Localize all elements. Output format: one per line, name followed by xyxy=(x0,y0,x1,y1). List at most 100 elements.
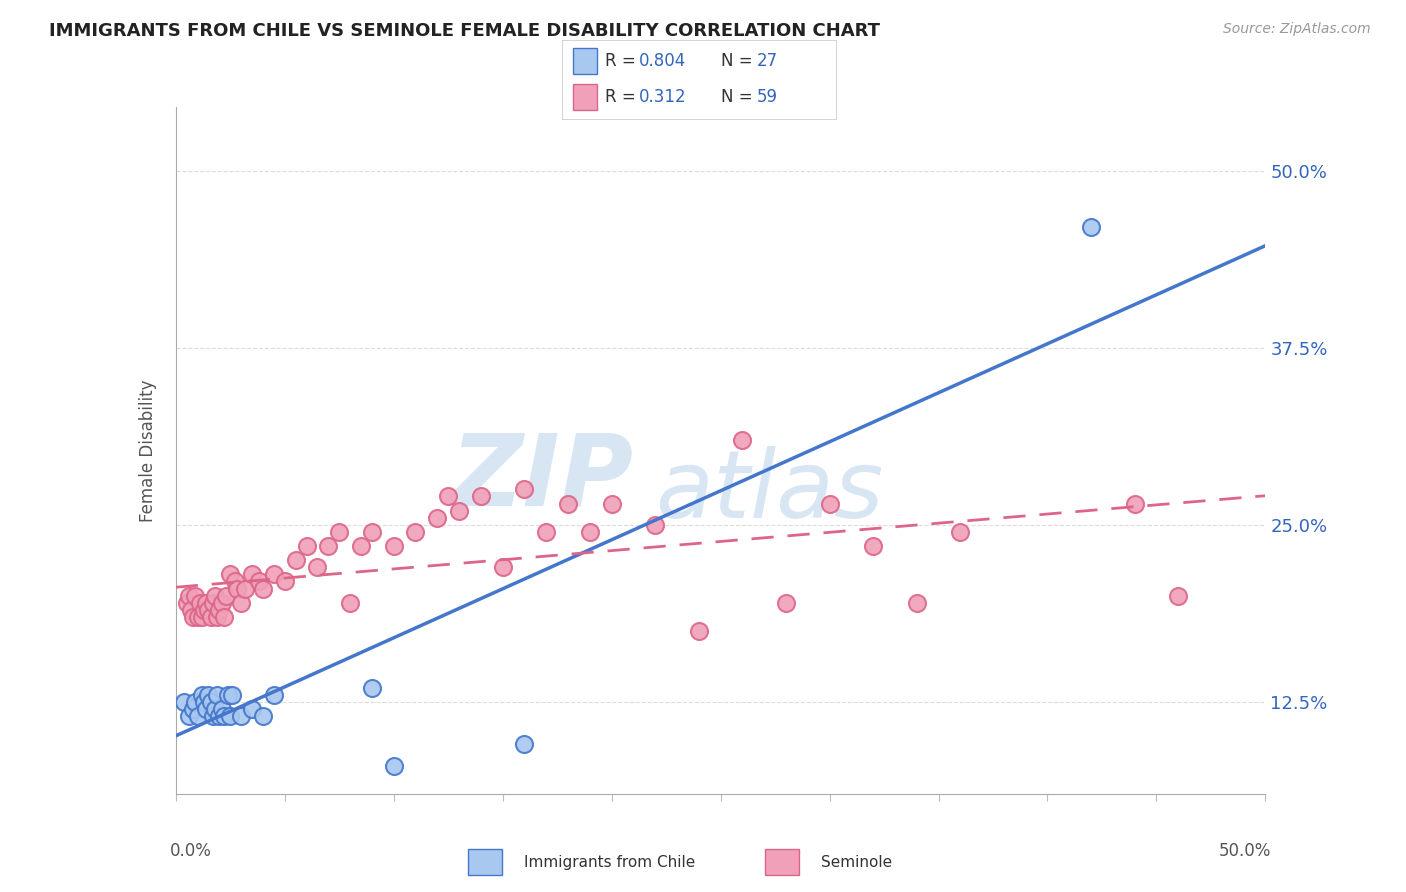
Point xyxy=(177,709,200,723)
Point xyxy=(382,758,405,772)
Point xyxy=(328,524,350,539)
Point xyxy=(186,610,209,624)
Point xyxy=(949,524,972,539)
Point xyxy=(211,596,233,610)
Point xyxy=(177,589,200,603)
Point xyxy=(197,688,219,702)
Point xyxy=(181,702,204,716)
Point xyxy=(208,603,231,617)
Point xyxy=(405,524,427,539)
Point xyxy=(437,490,460,504)
Point xyxy=(191,610,214,624)
Text: N =: N = xyxy=(721,88,758,106)
Point xyxy=(513,737,536,751)
Text: 59: 59 xyxy=(756,88,778,106)
Point xyxy=(240,567,263,582)
Point xyxy=(307,560,329,574)
Point xyxy=(219,709,242,723)
Point xyxy=(360,681,382,695)
Point xyxy=(204,702,226,716)
Bar xyxy=(574,85,596,111)
Point xyxy=(195,596,218,610)
Point xyxy=(217,688,239,702)
Point xyxy=(204,589,226,603)
Point xyxy=(284,553,307,567)
Point xyxy=(200,610,222,624)
Text: 50.0%: 50.0% xyxy=(1219,842,1271,860)
Bar xyxy=(468,849,502,875)
Point xyxy=(492,560,515,574)
Point xyxy=(818,497,841,511)
Point xyxy=(600,497,623,511)
Point xyxy=(470,490,492,504)
Point xyxy=(200,695,222,709)
Point xyxy=(186,709,209,723)
Text: 27: 27 xyxy=(756,52,778,70)
Point xyxy=(426,510,449,524)
Point xyxy=(1167,589,1189,603)
Bar xyxy=(574,48,596,74)
Point xyxy=(534,524,557,539)
Point xyxy=(212,610,235,624)
Point xyxy=(339,596,361,610)
Point xyxy=(360,524,382,539)
Point xyxy=(173,695,195,709)
Point xyxy=(350,539,373,553)
Point xyxy=(205,688,228,702)
Point xyxy=(201,709,224,723)
Point xyxy=(195,702,218,716)
Point xyxy=(181,610,204,624)
Point xyxy=(212,709,235,723)
Text: Seminole: Seminole xyxy=(821,855,891,870)
Point xyxy=(1080,220,1102,235)
Text: ZIP: ZIP xyxy=(450,429,633,526)
Point xyxy=(579,524,602,539)
Point xyxy=(731,433,754,447)
Text: IMMIGRANTS FROM CHILE VS SEMINOLE FEMALE DISABILITY CORRELATION CHART: IMMIGRANTS FROM CHILE VS SEMINOLE FEMALE… xyxy=(49,22,880,40)
Point xyxy=(905,596,928,610)
Point xyxy=(219,567,242,582)
Point xyxy=(235,582,257,596)
Point xyxy=(180,603,202,617)
Text: R =: R = xyxy=(605,52,641,70)
Point xyxy=(252,709,274,723)
Point xyxy=(225,582,247,596)
Point xyxy=(688,624,710,638)
Point xyxy=(240,702,263,716)
Text: N =: N = xyxy=(721,52,758,70)
Point xyxy=(447,503,470,517)
Text: 0.0%: 0.0% xyxy=(170,842,212,860)
Text: Immigrants from Chile: Immigrants from Chile xyxy=(523,855,695,870)
Point xyxy=(211,702,233,716)
Point xyxy=(184,589,207,603)
Point xyxy=(318,539,340,553)
Point xyxy=(191,688,214,702)
Point xyxy=(208,709,231,723)
Bar xyxy=(765,849,799,875)
Point xyxy=(231,709,253,723)
Point xyxy=(197,603,219,617)
Point xyxy=(263,567,285,582)
Point xyxy=(295,539,318,553)
Point xyxy=(193,695,215,709)
Text: 0.804: 0.804 xyxy=(640,52,686,70)
Point xyxy=(184,695,207,709)
Text: R =: R = xyxy=(605,88,647,106)
Point xyxy=(205,610,228,624)
Point xyxy=(557,497,579,511)
Text: atlas: atlas xyxy=(655,446,883,537)
Text: Source: ZipAtlas.com: Source: ZipAtlas.com xyxy=(1223,22,1371,37)
Point xyxy=(252,582,274,596)
Point xyxy=(775,596,797,610)
Text: 0.312: 0.312 xyxy=(640,88,686,106)
Point xyxy=(224,574,246,589)
Point xyxy=(221,688,243,702)
Point xyxy=(644,517,666,532)
Point xyxy=(382,539,405,553)
Point xyxy=(862,539,884,553)
Point xyxy=(188,596,211,610)
Point xyxy=(1123,497,1146,511)
Point xyxy=(513,483,536,497)
Point xyxy=(193,603,215,617)
Point xyxy=(201,596,224,610)
